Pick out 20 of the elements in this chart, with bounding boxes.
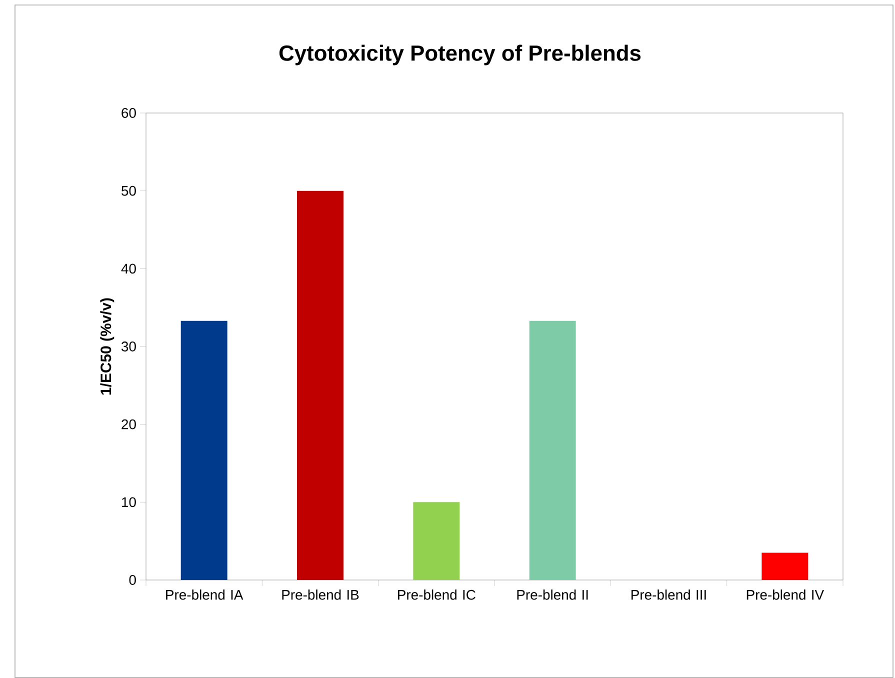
x-tick-label: Pre-blend IB	[282, 590, 359, 600]
y-tick-label: 60	[122, 108, 136, 118]
bar	[297, 190, 344, 580]
y-tick-label: 0	[129, 575, 136, 585]
x-tick-label: Pre-blend IC	[398, 590, 476, 600]
x-tick-label: Pre-blend III	[632, 590, 706, 600]
bar	[180, 320, 228, 580]
bar	[413, 502, 460, 580]
y-tick-label: 20	[122, 419, 136, 430]
y-axis-title: 1/EC50 (%v/v)	[100, 298, 114, 395]
x-tick-label: Pre-blend II	[517, 590, 588, 600]
x-tick-label: Pre-blend IA	[166, 590, 244, 600]
bar	[762, 552, 808, 580]
x-tick-label: Pre-blend IV	[746, 590, 824, 600]
bar	[529, 320, 576, 580]
y-tick-label: 50	[122, 186, 136, 196]
y-tick-label: 10	[122, 497, 136, 508]
chart-title: Cytotoxicity Potency of Pre-blends	[279, 44, 641, 66]
y-tick-label: 40	[121, 264, 136, 274]
y-tick-label: 30	[121, 342, 136, 352]
